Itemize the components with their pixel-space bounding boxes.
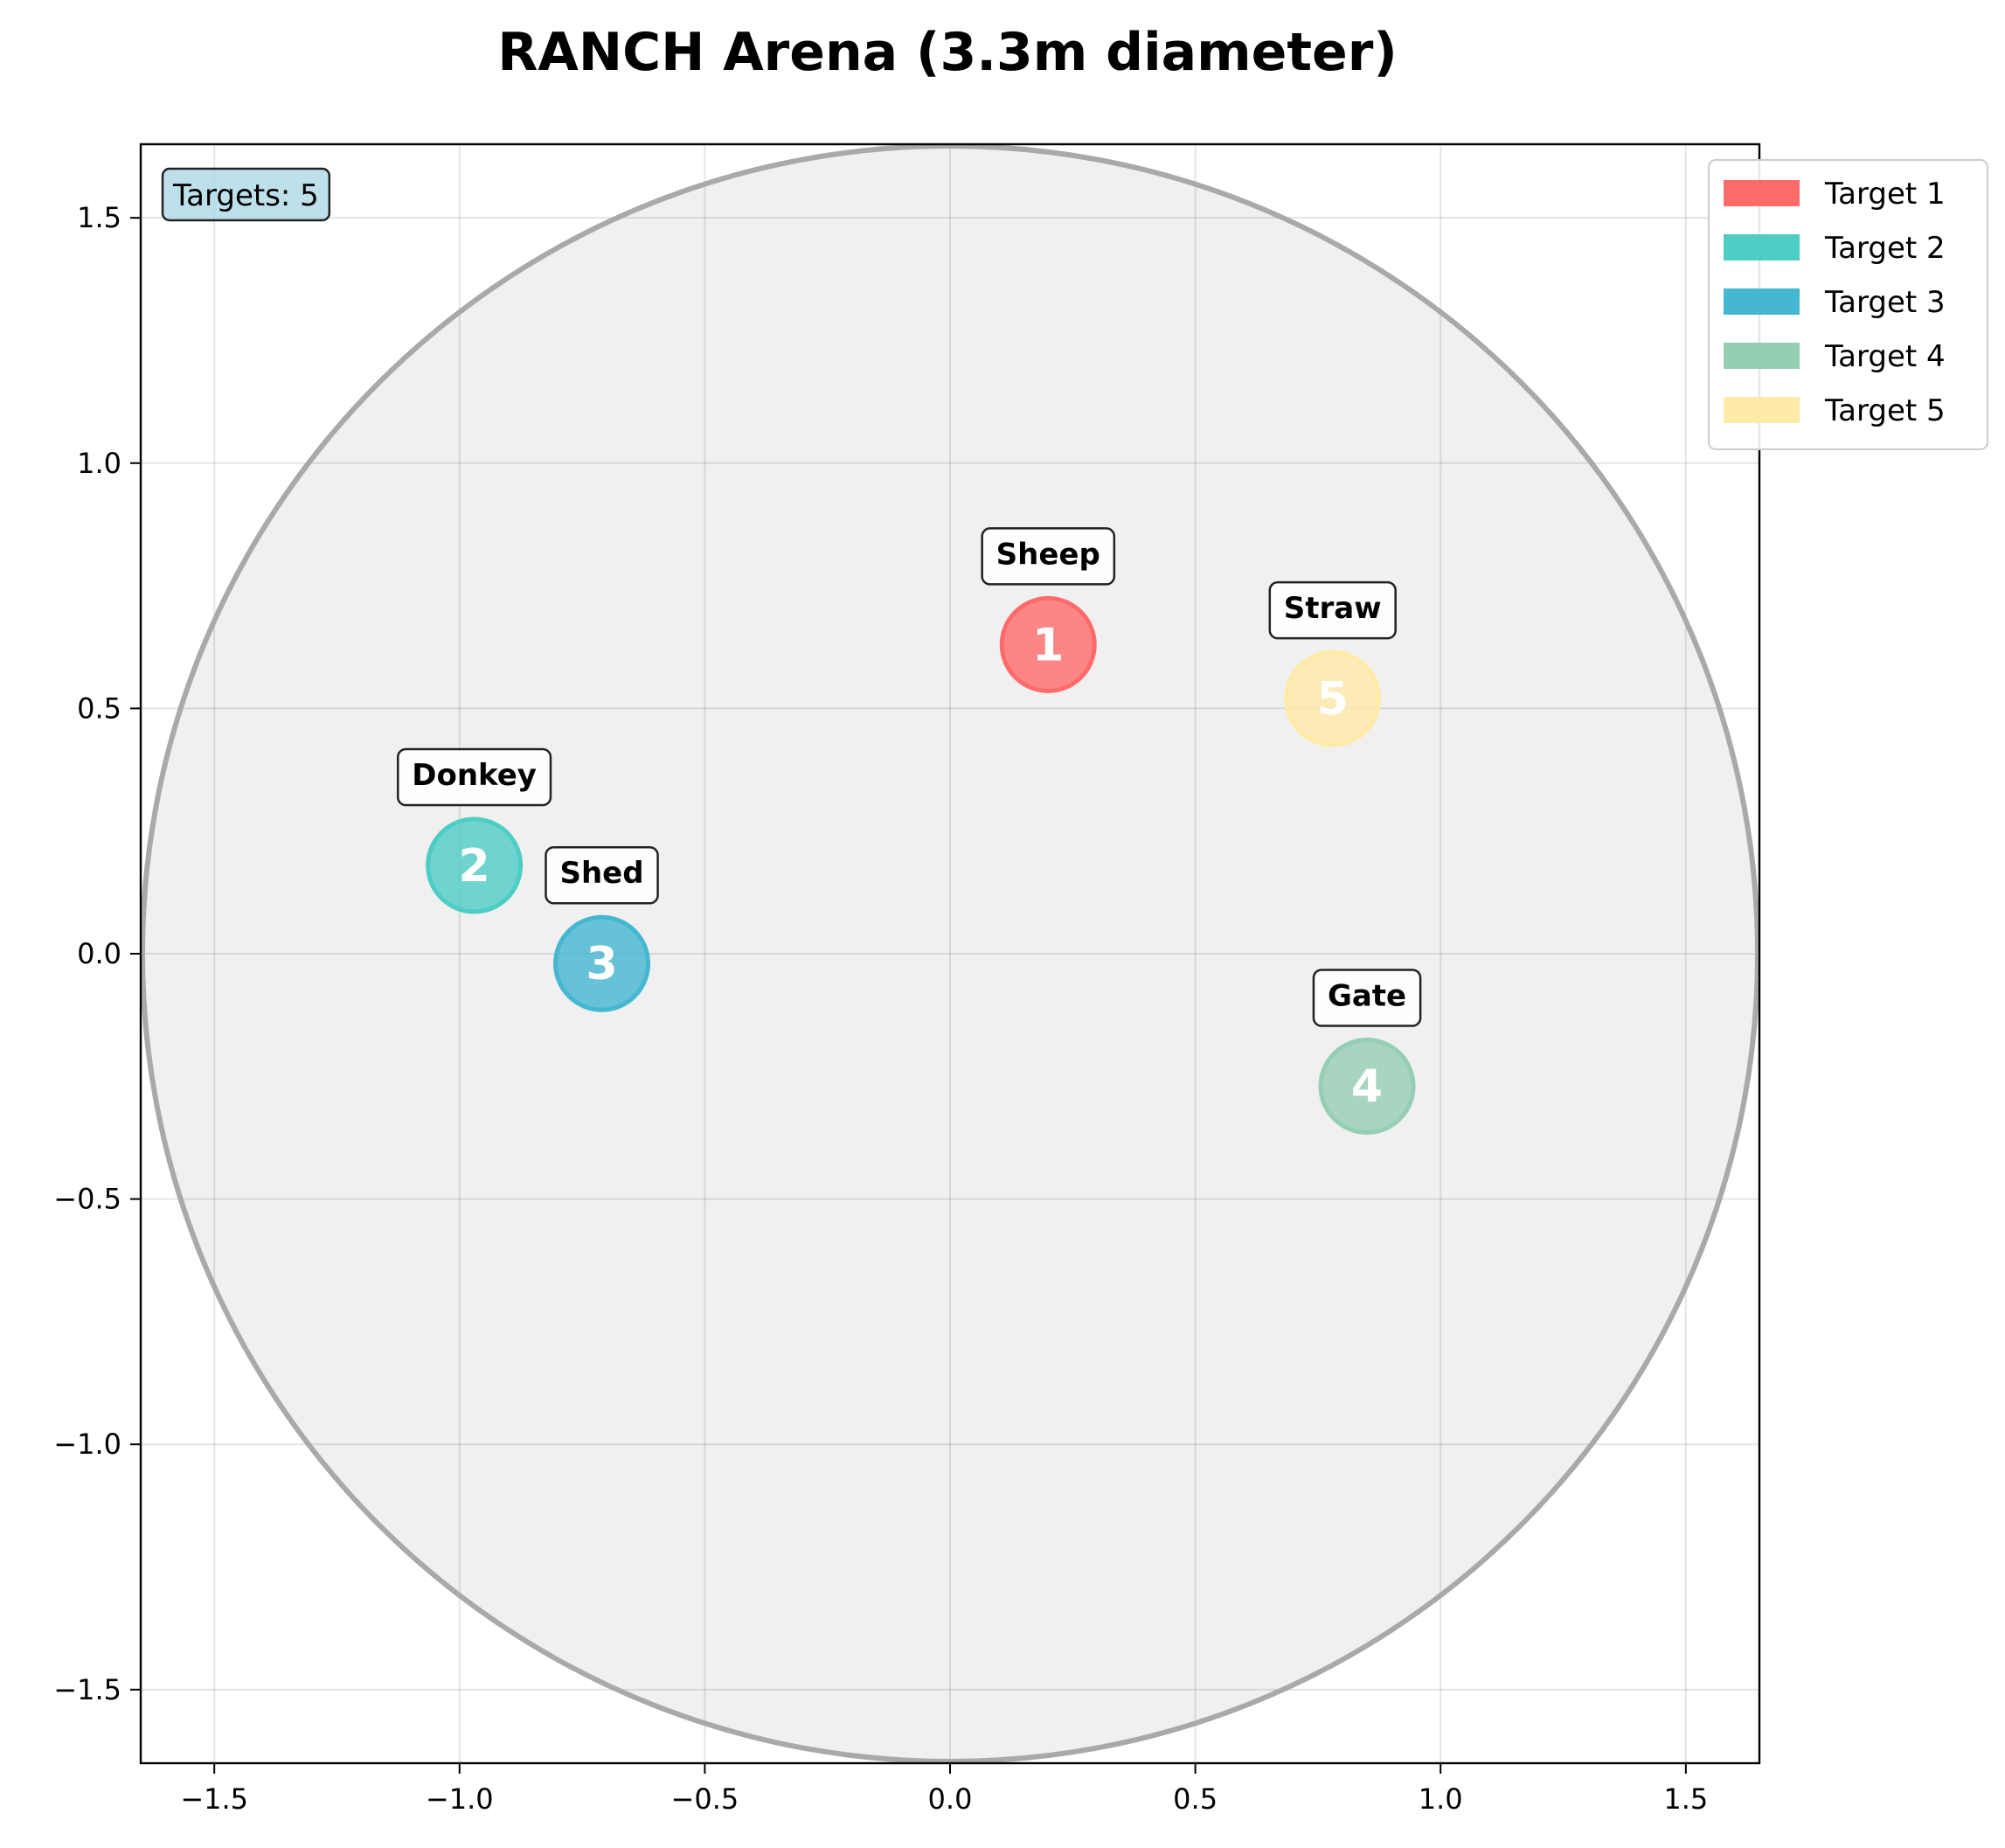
target-number: 5 — [1317, 673, 1349, 726]
y-tick-label: 1.0 — [77, 447, 121, 480]
legend-label: Target 1 — [1824, 177, 1946, 212]
legend-frame — [1708, 159, 1988, 450]
target-label: Donkey — [412, 758, 537, 793]
target-count-badge: Targets: 5 — [161, 167, 331, 222]
arena-boundary — [140, 143, 1760, 1764]
target-label-box — [1268, 580, 1397, 640]
target-4: 4 Gate — [1312, 969, 1422, 1136]
legend-label: Target 5 — [1824, 393, 1946, 428]
x-tick-label: −1.5 — [180, 1782, 248, 1816]
target-label-box — [981, 527, 1116, 586]
legend-swatch — [1724, 397, 1800, 423]
x-tick-label: −1.0 — [426, 1782, 494, 1816]
target-marker — [553, 914, 651, 1012]
y-tick-label: −1.5 — [53, 1673, 121, 1706]
target-number: 1 — [1032, 619, 1064, 671]
x-tick-label: 1.0 — [1419, 1782, 1463, 1816]
legend: Target 1 Target 2 Target 3 Target 4 Target 5 — [1708, 159, 1988, 450]
target-1: 1 Sheep — [981, 527, 1116, 693]
legend-swatch — [1724, 288, 1800, 315]
target-number: 3 — [586, 938, 617, 990]
target-label-box — [1312, 969, 1422, 1027]
legend-label: Target 2 — [1824, 231, 1946, 266]
target-marker — [1318, 1038, 1416, 1136]
legend-item-4: Target 4 — [1724, 339, 1946, 374]
x-tick-label: −0.5 — [671, 1782, 739, 1816]
legend-label: Target 4 — [1824, 339, 1946, 374]
chart-title: RANCH Arena (3.3m diameter) — [497, 22, 1398, 83]
target-3: 3 Shed — [545, 845, 659, 1012]
target-label-box — [397, 747, 552, 807]
target-label: Sheep — [996, 537, 1100, 572]
y-tick-label: 0.5 — [77, 691, 121, 725]
target-2: 2 Donkey — [397, 747, 552, 914]
legend-item-5: Target 5 — [1724, 393, 1946, 428]
legend-swatch — [1724, 343, 1800, 369]
target-label-box — [545, 845, 659, 905]
target-marker — [1284, 650, 1382, 747]
target-number: 2 — [459, 840, 490, 893]
plot-area: −1.5 −1.0 −0.5 0.0 0.5 1.0 1.5 −1.5 −1.0 −0.5 0.0 0… — [53, 142, 1988, 1816]
x-tick-label: 0.5 — [1173, 1782, 1218, 1816]
legend-item-2: Target 2 — [1724, 231, 1946, 266]
arena-disk — [141, 144, 1759, 1763]
legend-swatch — [1724, 234, 1800, 261]
target-label: Gate — [1328, 979, 1406, 1014]
legend-swatch — [1724, 180, 1800, 206]
y-tick-label: −0.5 — [53, 1183, 121, 1216]
target-marker — [426, 816, 524, 914]
legend-item-1: Target 1 — [1724, 177, 1946, 212]
target-count-box — [161, 167, 331, 222]
target-count-text: Targets: 5 — [172, 178, 319, 213]
y-tick-label: 0.0 — [77, 937, 121, 970]
target-marker — [999, 595, 1097, 693]
target-number: 4 — [1351, 1061, 1383, 1114]
target-label: Shed — [559, 856, 643, 891]
x-tick-label: 1.5 — [1663, 1782, 1708, 1816]
y-tick-label: 1.5 — [77, 201, 121, 234]
legend-item-3: Target 3 — [1724, 285, 1946, 320]
x-tick-label: 0.0 — [928, 1782, 973, 1816]
target-5: 5 Straw — [1268, 580, 1397, 747]
y-tick-label: −1.0 — [53, 1428, 121, 1461]
target-label: Straw — [1284, 591, 1382, 626]
legend-label: Target 3 — [1824, 285, 1946, 320]
